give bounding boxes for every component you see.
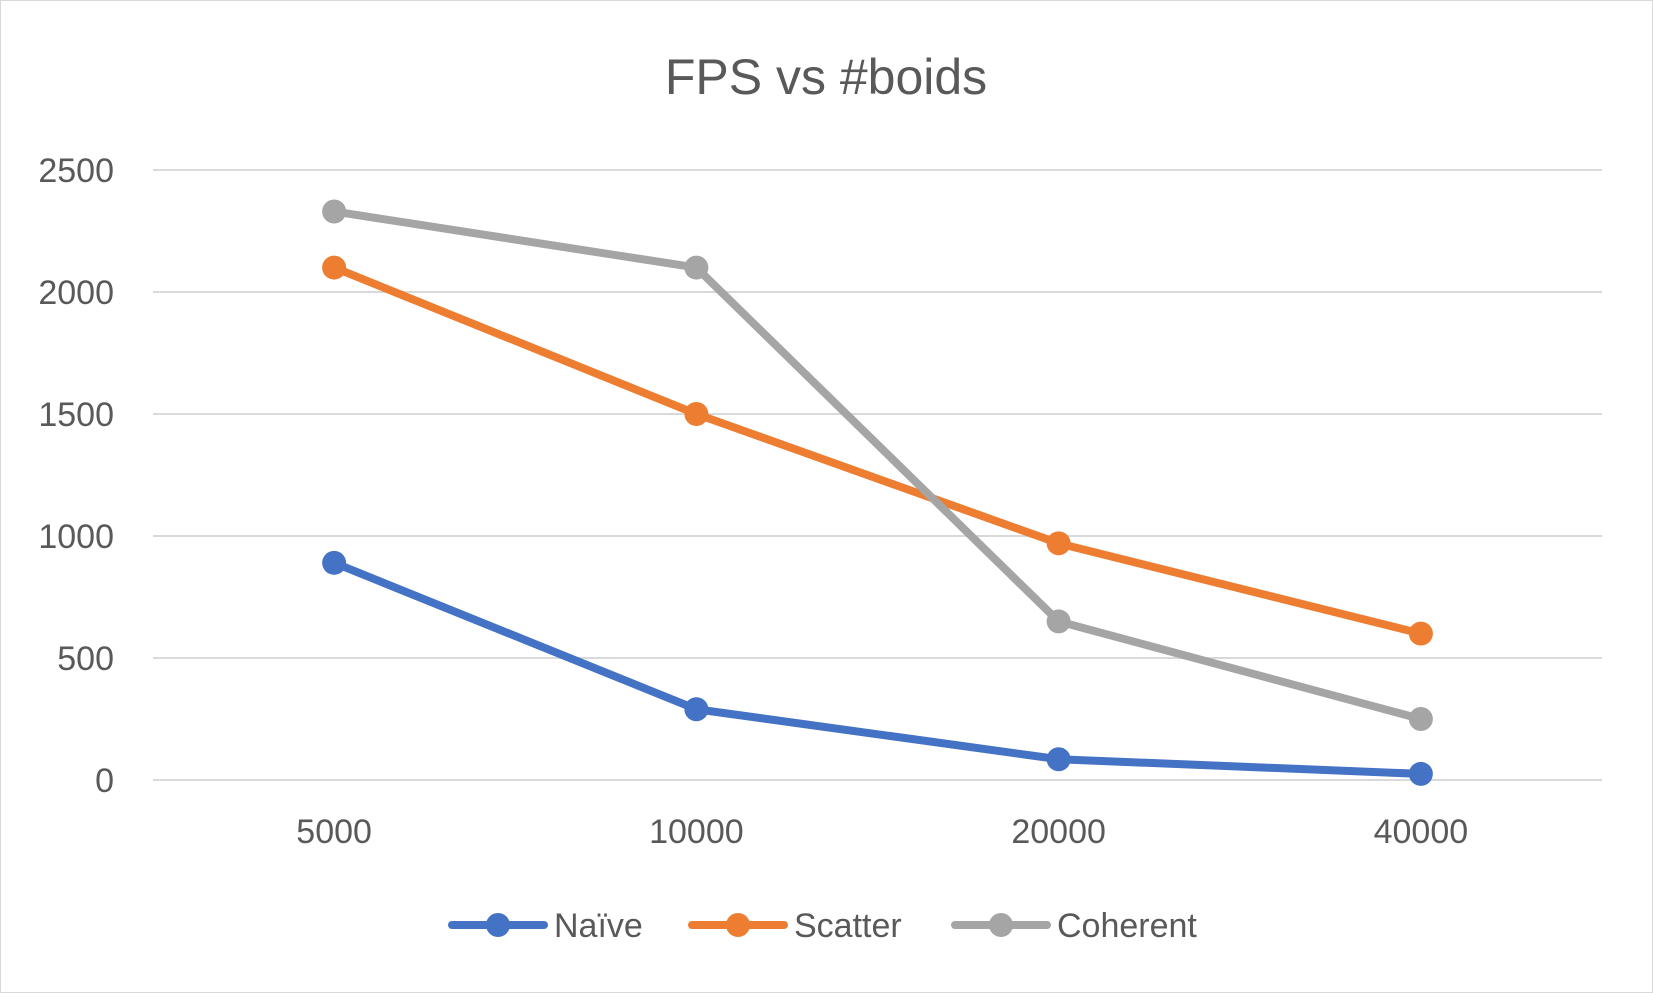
series-line — [330, 207, 1425, 723]
series-coherent — [322, 199, 1433, 731]
data-point — [322, 255, 347, 280]
data-point — [1046, 609, 1071, 634]
legend-item: Coherent — [951, 907, 1197, 945]
series-lines — [322, 199, 1433, 786]
series-line — [330, 263, 1425, 638]
data-point — [322, 199, 347, 224]
data-point — [322, 550, 347, 575]
legend: Naïve Scatter Coherent — [448, 907, 1197, 945]
data-point — [684, 697, 709, 722]
legend-label: Scatter — [794, 907, 902, 945]
data-point — [1408, 761, 1433, 786]
series-scatter — [322, 255, 1433, 646]
legend-label: Naïve — [554, 907, 643, 945]
x-axis-ticks: 5000 10000 20000 40000 — [296, 813, 1468, 851]
data-point — [1046, 531, 1071, 556]
legend-label: Coherent — [1057, 907, 1197, 945]
data-point — [1408, 621, 1433, 646]
y-tick-label: 2000 — [38, 274, 114, 312]
series-line — [330, 558, 1425, 778]
legend-item: Naïve — [448, 907, 643, 945]
legend-item: Scatter — [688, 907, 902, 945]
y-tick-label: 500 — [57, 640, 114, 678]
data-point — [684, 255, 709, 280]
chart-title: FPS vs #boids — [665, 49, 987, 105]
legend-swatch-marker — [726, 913, 750, 937]
data-point — [1046, 747, 1071, 772]
y-tick-label: 2500 — [38, 152, 114, 190]
data-point — [684, 402, 709, 426]
y-tick-label: 0 — [95, 762, 114, 800]
legend-swatch-marker — [486, 913, 510, 937]
y-tick-label: 1500 — [38, 396, 114, 434]
x-tick-label: 10000 — [649, 813, 744, 851]
legend-swatch-marker — [989, 913, 1013, 937]
x-tick-label: 5000 — [296, 813, 372, 851]
y-tick-label: 1000 — [38, 518, 114, 556]
x-tick-label: 40000 — [1374, 813, 1469, 851]
series-na-ve — [322, 550, 1433, 786]
x-tick-label: 20000 — [1011, 813, 1106, 851]
data-point — [1408, 707, 1433, 731]
y-axis-ticks: 0 500 1000 1500 2000 2500 — [38, 152, 114, 800]
